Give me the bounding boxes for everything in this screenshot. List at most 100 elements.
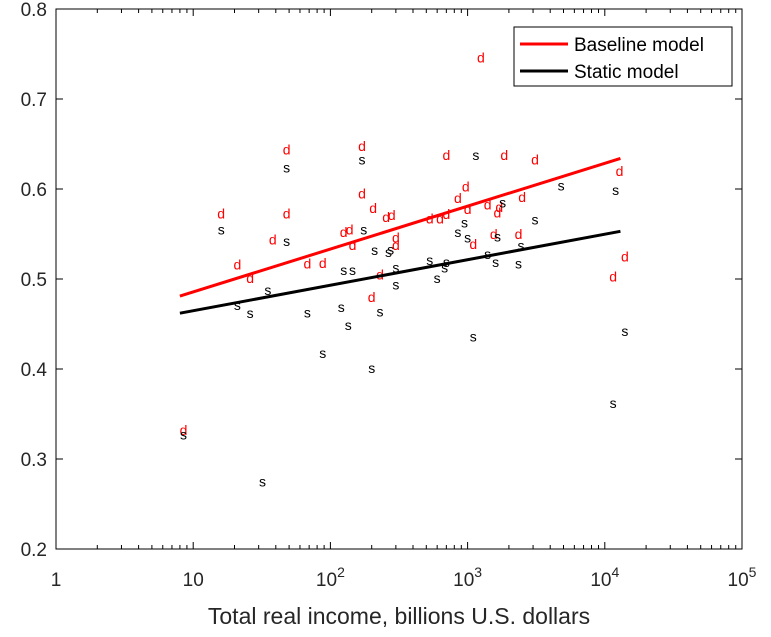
- y-tick-label: 0.6: [21, 180, 47, 201]
- scatter-marker-s: s: [612, 182, 619, 198]
- x-tick-label: 102: [316, 564, 345, 591]
- fit-line-layer: [179, 156, 621, 315]
- scatter-marker-s: s: [368, 360, 375, 376]
- scatter-marker-d: d: [358, 186, 366, 202]
- scatter-marker-s: s: [283, 159, 290, 175]
- scatter-marker-s: s: [434, 270, 441, 286]
- scatter-marker-s: s: [234, 297, 241, 313]
- x-axis: 1 10 102 103 104 105: [51, 9, 757, 591]
- scatter-marker-d: d: [368, 289, 376, 305]
- legend-label-baseline: Baseline model: [574, 35, 704, 56]
- scatter-marker-s: s: [492, 254, 499, 270]
- scatter-marker-d: d: [454, 190, 462, 206]
- scatter-marker-d: d: [340, 224, 348, 240]
- scatter-marker-d: d: [609, 268, 617, 284]
- scatter-marker-s: s: [472, 147, 479, 163]
- scatter-marker-d: d: [464, 201, 472, 217]
- scatter-marker-d: d: [495, 199, 503, 215]
- plot-area: [56, 9, 742, 549]
- scatter-marker-d: d: [621, 249, 629, 265]
- y-tick-label: 0.5: [21, 270, 47, 291]
- scatter-marker-d: d: [319, 255, 327, 271]
- scatter-marker-d: d: [234, 257, 242, 273]
- y-tick-label: 0.3: [21, 450, 47, 471]
- scatter-marker-d: d: [283, 205, 291, 221]
- scatter-marker-s: s: [454, 224, 461, 240]
- scatter-marker-d: d: [304, 256, 312, 272]
- scatter-marker-s: s: [392, 259, 399, 275]
- scatter-marker-s: s: [441, 259, 448, 275]
- scatter-marker-s: s: [387, 241, 394, 257]
- legend-box: [513, 26, 733, 87]
- scatter-marker-s: s: [494, 229, 501, 245]
- scatter-marker-d: d: [531, 151, 539, 167]
- y-tick-label: 0.4: [21, 360, 48, 381]
- y-axis: 0.2 0.3 0.4 0.5 0.6 0.7 0.8: [21, 0, 742, 561]
- legend: Baseline model Static model: [513, 26, 733, 87]
- scatter-marker-d: d: [346, 222, 354, 238]
- legend-label-static: Static model: [574, 62, 679, 83]
- scatter-marker-d: d: [442, 147, 450, 163]
- scatter-marker-d: d: [515, 226, 523, 242]
- marker-layer: dddddddddddddddddddddddddddddddddddddddd…: [180, 50, 629, 490]
- scatter-marker-s: s: [558, 177, 565, 193]
- y-tick-label: 0.2: [21, 540, 47, 561]
- scatter-marker-d: d: [392, 237, 400, 253]
- scatter-marker-s: s: [349, 262, 356, 278]
- scatter-marker-d: d: [217, 205, 225, 221]
- scatter-marker-s: s: [304, 304, 311, 320]
- scatter-marker-d: d: [490, 226, 498, 242]
- scatter-marker-d: d: [616, 163, 624, 179]
- scatter-marker-s: s: [464, 230, 471, 246]
- y-tick-label: 0.8: [21, 0, 47, 21]
- x-tick-label: 104: [590, 564, 619, 591]
- scatter-marker-s: s: [360, 222, 367, 238]
- scatter-marker-s: s: [247, 305, 254, 321]
- fit-line-static: [179, 229, 621, 315]
- y-tick-label: 0.7: [21, 90, 47, 111]
- scatter-marker-d: d: [382, 209, 390, 225]
- scatter-marker-d: d: [494, 204, 502, 220]
- scatter-marker-d: d: [469, 236, 477, 252]
- scatter-marker-s: s: [180, 427, 187, 443]
- scatter-marker-d: d: [246, 270, 254, 286]
- scatter-marker-s: s: [461, 214, 468, 230]
- scatter-marker-s: s: [385, 244, 392, 260]
- scatter-marker-s: s: [515, 256, 522, 272]
- scatter-marker-s: s: [259, 474, 266, 490]
- scatter-marker-s: s: [371, 242, 378, 258]
- scatter-marker-s: s: [340, 262, 347, 278]
- scatter-marker-s: s: [499, 195, 506, 211]
- scatter-marker-d: d: [349, 237, 357, 253]
- scatter-marker-s: s: [338, 299, 345, 315]
- scatter-marker-s: s: [532, 212, 539, 228]
- x-tick-label: 1: [51, 570, 62, 591]
- scatter-marker-s: s: [426, 252, 433, 268]
- scatter-marker-d: d: [518, 189, 526, 205]
- scatter-marker-d: d: [484, 196, 492, 212]
- scatter-marker-s: s: [484, 246, 491, 262]
- scatter-marker-d: d: [369, 200, 377, 216]
- scatter-marker-d: d: [283, 141, 291, 157]
- scatter-marker-s: s: [610, 395, 617, 411]
- scatter-marker-d: d: [388, 207, 396, 223]
- x-tick-label: 105: [728, 564, 757, 591]
- scatter-marker-s: s: [377, 303, 384, 319]
- scatter-marker-s: s: [443, 254, 450, 270]
- scatter-marker-s: s: [470, 329, 477, 345]
- scatter-marker-d: d: [462, 178, 470, 194]
- x-tick-label: 10: [183, 570, 204, 591]
- scatter-marker-s: s: [392, 276, 399, 292]
- scatter-marker-s: s: [345, 317, 352, 333]
- scatter-marker-s: s: [319, 345, 326, 361]
- scatter-marker-s: s: [517, 238, 524, 254]
- scatter-marker-d: d: [180, 422, 188, 438]
- x-axis-label: Total real income, billions U.S. dollars: [208, 603, 590, 629]
- scatter-marker-d: d: [436, 211, 444, 227]
- scatter-marker-s: s: [359, 151, 366, 167]
- fit-line-baseline: [179, 156, 621, 298]
- scatter-marker-d: d: [358, 138, 366, 154]
- scatter-marker-d: d: [269, 231, 277, 247]
- scatter-marker-d: d: [477, 50, 485, 66]
